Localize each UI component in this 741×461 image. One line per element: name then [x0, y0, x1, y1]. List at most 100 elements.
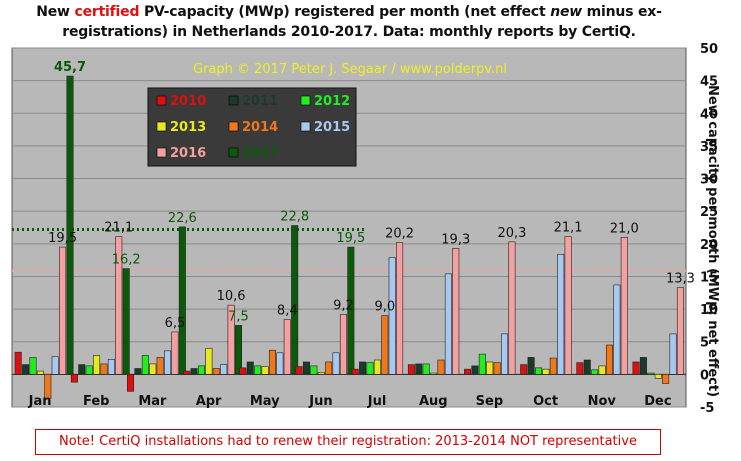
- x-tick-label: Feb: [83, 394, 109, 409]
- data-label: 19,5: [48, 231, 77, 246]
- bar-2014-Aug: [437, 359, 445, 375]
- legend-label-2011: 2011: [242, 94, 278, 109]
- legend-label-2010: 2010: [170, 94, 206, 109]
- x-tick-label: Jul: [367, 394, 387, 409]
- bar-2016-Dec: [676, 287, 684, 375]
- bar-2012-Feb: [85, 365, 93, 375]
- y-tick-label: 45: [700, 75, 718, 90]
- bar-2012-Jun: [310, 365, 318, 375]
- y-tick-label: 30: [700, 173, 718, 188]
- bar-2010-Mar: [127, 374, 135, 392]
- x-tick-label: May: [250, 394, 280, 409]
- bar-2010-Jul: [351, 368, 359, 375]
- bar-2012-Aug: [422, 363, 430, 375]
- data-label: 21,1: [554, 221, 583, 236]
- bar-2013-Feb: [93, 355, 101, 375]
- bar-2011-Nov: [583, 359, 591, 375]
- bar-2015-Jul: [388, 257, 396, 375]
- bar-2015-Oct: [557, 253, 565, 375]
- bar-2011-May: [246, 361, 254, 375]
- bar-2016-Aug: [452, 248, 460, 375]
- bar-2013-Apr: [205, 347, 213, 375]
- bar-2013-May: [261, 366, 269, 375]
- bar-2016-Jan: [59, 246, 67, 375]
- legend-box: [147, 87, 357, 167]
- bar-2013-Aug: [430, 372, 438, 375]
- bar-2014-Jun: [325, 361, 333, 375]
- bar-2016-Oct: [564, 236, 572, 375]
- bar-2013-Sep: [486, 361, 494, 375]
- bar-2011-Apr: [190, 368, 198, 375]
- bar-2012-May: [254, 365, 262, 375]
- bar-2016-Apr: [227, 304, 235, 375]
- note-box: Note! CertiQ installations had to renew …: [35, 429, 661, 455]
- bar-2016-Mar: [171, 331, 179, 375]
- bar-2011-Mar: [134, 368, 142, 375]
- y-tick-label: 20: [700, 238, 718, 253]
- bar-2014-Oct: [549, 357, 557, 375]
- legend-label-2016: 2016: [170, 146, 206, 161]
- y-tick-label: 15: [700, 270, 718, 285]
- bar-2016-Sep: [508, 241, 516, 375]
- bar-2011-Sep: [471, 365, 479, 375]
- bar-2012-Mar: [141, 355, 149, 375]
- bar-2015-Feb: [107, 359, 115, 375]
- bar-2012-Oct: [534, 367, 542, 375]
- data-label: 21,0: [610, 221, 639, 236]
- bar-2014-Jul: [381, 315, 389, 375]
- bar-2017-Jan: [66, 75, 74, 375]
- legend-swatch-2011: [228, 95, 239, 106]
- bar-2013-Mar: [149, 363, 157, 375]
- bar-2014-Nov: [605, 344, 613, 375]
- watermark: Graph © 2017 Peter J. Segaar / www.polde…: [193, 62, 507, 77]
- bar-2013-Oct: [542, 368, 550, 375]
- data-label: 7,5: [228, 309, 249, 324]
- data-label: 45,7: [54, 60, 86, 75]
- data-label: 9,2: [333, 298, 354, 313]
- bar-2014-Mar: [156, 357, 164, 375]
- bar-2017-Apr: [235, 325, 243, 375]
- bar-2010-Nov: [576, 362, 584, 375]
- data-label: 20,2: [385, 227, 414, 242]
- bar-2010-Dec: [632, 361, 640, 375]
- x-tick-label: Dec: [644, 394, 671, 409]
- bar-2016-May: [283, 319, 291, 375]
- data-label: 8,4: [277, 304, 298, 319]
- bar-2010-Jun: [295, 366, 303, 375]
- y-tick-label: 0: [700, 368, 709, 383]
- bar-2011-Dec: [639, 357, 647, 375]
- legend-label-2013: 2013: [170, 120, 206, 135]
- bar-2015-Nov: [613, 284, 621, 375]
- y-axis-label: New capacity per month (MWp; net effect): [705, 85, 720, 398]
- bar-2017-May: [291, 225, 299, 375]
- bar-2015-Aug: [444, 273, 452, 375]
- y-tick-label: 25: [700, 205, 718, 220]
- legend-swatch-2010: [156, 95, 167, 106]
- bar-2010-Sep: [464, 368, 472, 375]
- y-tick-label: 50: [700, 42, 718, 57]
- bar-2013-Jul: [373, 359, 381, 375]
- y-tick-label: -5: [700, 401, 714, 416]
- data-label: 16,2: [112, 253, 141, 268]
- bar-2016-Jun: [339, 314, 347, 375]
- y-tick-label: 10: [700, 303, 718, 318]
- bar-2013-Jan: [36, 370, 44, 375]
- legend-label-2015: 2015: [314, 120, 350, 135]
- bar-2012-Sep: [478, 353, 486, 375]
- legend-label-2014: 2014: [242, 120, 278, 135]
- bar-2015-Mar: [164, 350, 172, 375]
- legend: 2010 2011 2012 2013 2014 2015 2016 2017: [147, 87, 357, 167]
- bar-2012-Dec: [647, 372, 655, 375]
- legend-label-2012: 2012: [314, 94, 350, 109]
- bar-2015-Jan: [51, 356, 59, 375]
- data-label: 19,5: [336, 231, 365, 246]
- data-label: 22,6: [168, 211, 197, 226]
- bar-2016-Feb: [115, 236, 123, 375]
- bar-2010-Aug: [407, 364, 415, 375]
- y-tick-label: 40: [700, 107, 718, 122]
- bar-2013-Dec: [654, 374, 662, 379]
- data-label: 20,3: [497, 226, 526, 241]
- bar-2017-Jun: [347, 246, 355, 375]
- legend-swatch-2013: [156, 121, 167, 132]
